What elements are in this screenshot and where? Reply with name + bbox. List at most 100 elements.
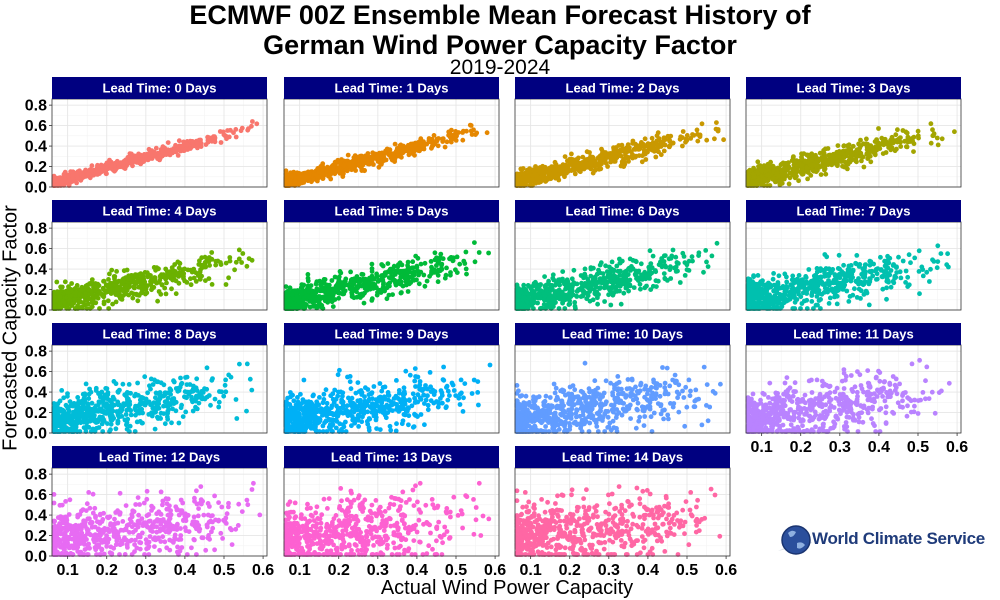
data-point [411, 148, 417, 154]
data-point [176, 265, 182, 271]
data-point [444, 265, 449, 271]
y-tick-label: 0.4 [25, 262, 47, 279]
data-point [167, 150, 173, 156]
data-point [519, 176, 525, 182]
data-point [562, 294, 567, 299]
data-point [400, 283, 406, 289]
data-point [190, 139, 195, 144]
data-point [292, 178, 298, 184]
data-point [141, 157, 147, 163]
data-point [588, 166, 594, 172]
data-point [794, 173, 799, 179]
data-point [289, 173, 294, 179]
data-point [552, 292, 557, 298]
data-point [642, 285, 648, 291]
data-point [887, 255, 893, 261]
data-point [714, 120, 719, 125]
data-point [62, 279, 68, 285]
data-point [316, 300, 322, 306]
data-point [440, 136, 446, 142]
data-point [132, 285, 137, 291]
data-point [360, 293, 365, 298]
data-point [304, 174, 309, 180]
data-point [583, 273, 588, 279]
data-point [859, 158, 864, 164]
data-point [602, 158, 608, 163]
data-point [223, 282, 229, 287]
data-point [306, 294, 312, 300]
data-point [141, 284, 146, 290]
data-point [354, 274, 360, 279]
data-point [827, 295, 833, 301]
data-point [224, 136, 229, 142]
data-point [382, 270, 388, 276]
data-point [592, 163, 598, 169]
data-point [557, 282, 562, 288]
data-point [116, 160, 121, 166]
data-point [134, 292, 140, 298]
data-point [123, 275, 129, 281]
data-point [790, 273, 796, 279]
data-point [358, 283, 364, 289]
data-point [58, 284, 63, 290]
data-point [582, 266, 588, 272]
data-point [823, 171, 829, 177]
data-point [57, 294, 63, 300]
data-point [484, 130, 490, 136]
data-point [108, 282, 113, 288]
data-point [296, 299, 302, 305]
data-point [392, 278, 398, 283]
data-point [694, 127, 700, 133]
data-point [911, 149, 916, 155]
data-point [809, 157, 815, 163]
data-point [811, 168, 817, 174]
data-point [547, 167, 552, 173]
data-point [821, 150, 827, 156]
data-point [801, 298, 807, 304]
facet-panel: Lead Time: 7 Days [745, 200, 962, 311]
data-point [912, 255, 918, 261]
panel-strip-label: Lead Time: 4 Days [103, 204, 217, 219]
data-point [525, 167, 530, 173]
data-point [560, 269, 566, 274]
data-point [599, 146, 604, 152]
data-point [416, 281, 422, 287]
data-point [386, 275, 392, 280]
data-point [633, 272, 638, 278]
facet-panel: Lead Time: 2 Days [514, 77, 731, 188]
data-point [689, 254, 695, 260]
data-point [163, 291, 169, 297]
data-point [655, 130, 661, 136]
data-point [439, 262, 444, 268]
data-point [233, 259, 239, 265]
data-point [324, 282, 329, 288]
data-point [132, 272, 138, 278]
data-point [218, 140, 224, 145]
data-point [127, 151, 133, 157]
data-point [118, 279, 124, 284]
data-point [197, 276, 203, 282]
data-point [608, 302, 614, 308]
y-tick-label: 0.0 [25, 303, 47, 320]
data-point [835, 143, 841, 149]
data-point [850, 143, 856, 149]
data-point [703, 248, 709, 253]
data-point [571, 267, 577, 273]
data-point [562, 174, 567, 180]
data-point [135, 298, 141, 304]
data-point [74, 171, 80, 176]
data-point [684, 133, 690, 138]
data-point [581, 164, 587, 170]
data-point [515, 298, 521, 304]
data-point [100, 285, 106, 291]
data-point [107, 271, 112, 277]
data-point [611, 290, 617, 295]
data-point [324, 295, 329, 301]
data-point [799, 168, 805, 174]
chart-title: ECMWF 00Z Ensemble Mean Forecast History… [189, 0, 811, 60]
data-point [792, 160, 798, 166]
data-point [66, 173, 71, 179]
data-point [546, 296, 551, 302]
data-point [680, 143, 685, 149]
data-point [398, 274, 404, 280]
